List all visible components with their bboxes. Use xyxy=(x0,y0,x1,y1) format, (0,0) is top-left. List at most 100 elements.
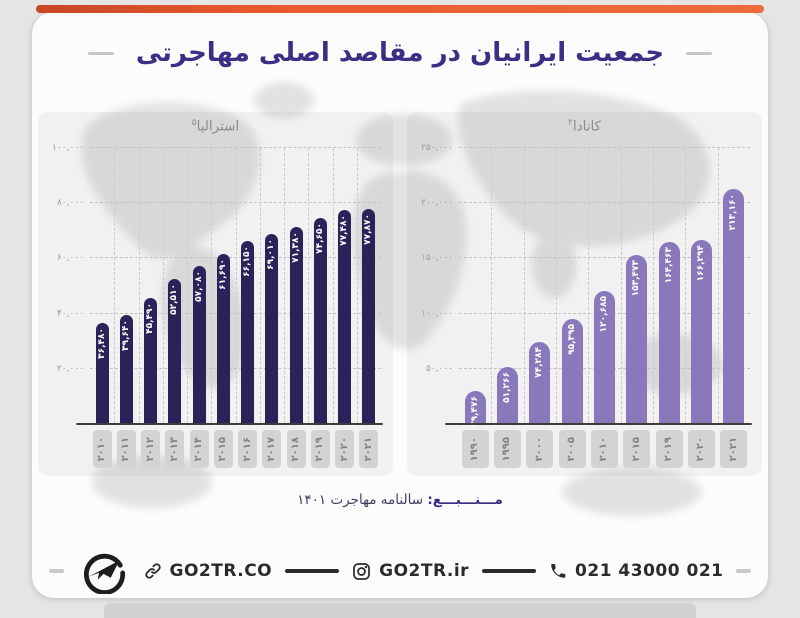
bar: ۵۷,۰۸۰ xyxy=(192,266,206,424)
bar-column: ۷۷,۸۷۰ xyxy=(357,209,381,424)
footer-bar: GO2TR.CO GO2TR.ir 021 43000 021 xyxy=(32,545,768,597)
gridline-vertical xyxy=(491,148,493,424)
year-text: ۲۰۱۹ xyxy=(663,436,675,462)
footer-right-dash xyxy=(736,569,752,573)
year-label: ۲۰۱۷ xyxy=(262,430,282,468)
bar-value-label: ۱۵۳,۴۷۳ xyxy=(631,259,642,296)
source-label: مـــنـــبـــع: xyxy=(427,492,503,508)
bar-value-label: ۱۶۴,۴۶۳ xyxy=(663,247,674,284)
bar-column: ۲۹,۴۷۶ xyxy=(459,391,491,427)
year-column: ۲۰۰۰ xyxy=(524,430,556,468)
year-text: ۲۰۲۰ xyxy=(695,436,707,462)
bar-column: ۴۵,۴۹۰ xyxy=(139,298,163,424)
year-column: ۱۹۹۰ xyxy=(459,430,491,468)
x-axis-line xyxy=(445,423,752,425)
bar-value-label: ۴۵,۴۹۰ xyxy=(145,303,156,335)
year-label: ۱۹۹۰ xyxy=(461,430,489,468)
year-text: ۲۰۱۱ xyxy=(120,436,132,462)
year-label: ۲۰۲۱ xyxy=(720,430,748,468)
year-column: ۲۰۱۹ xyxy=(653,430,685,468)
bar: ۵۲,۵۱۰ xyxy=(168,279,182,424)
bar: ۷۷,۸۷۰ xyxy=(362,209,376,424)
bottom-card-strip xyxy=(104,603,696,618)
year-column: ۲۰۱۵ xyxy=(211,430,235,468)
year-column: ۲۰۱۸ xyxy=(284,430,308,468)
year-text: ۱۹۹۰ xyxy=(469,436,481,462)
footer-separator-dash xyxy=(285,569,340,573)
bar-column: ۱۶۴,۴۶۳ xyxy=(653,242,685,424)
bar: ۲۹,۴۷۶ xyxy=(464,391,486,427)
y-axis-tick: ۲۵۰,۰۰۰ xyxy=(421,143,453,153)
year-column: ۲۰۱۱ xyxy=(114,430,138,468)
bar-value-label: ۵۱,۲۶۶ xyxy=(501,372,512,404)
gridline-vertical xyxy=(308,148,310,424)
website-link[interactable]: GO2TR.CO xyxy=(144,561,273,581)
page-title: جمعیت ایرانیان در مقاصد اصلی مهاجرتی xyxy=(135,38,665,68)
chart-canada-title: کانادا۲ xyxy=(407,118,762,144)
year-label: ۲۰۱۰ xyxy=(92,430,112,468)
year-label: ۲۰۱۱ xyxy=(116,430,136,468)
bar: ۶۱,۶۹۰ xyxy=(216,253,230,424)
bar-column: ۵۲,۵۱۰ xyxy=(163,279,187,424)
phone-text: 021 43000 021 xyxy=(575,561,724,581)
year-label: ۲۰۱۳ xyxy=(165,430,185,468)
bar-column: ۶۶,۱۵۰ xyxy=(236,241,260,424)
year-text: ۱۹۹۵ xyxy=(501,436,513,462)
bar: ۶۶,۱۵۰ xyxy=(241,241,255,424)
bar-column: ۶۱,۶۹۰ xyxy=(211,253,235,424)
gridline-vertical xyxy=(620,148,622,424)
year-text: ۲۰۱۶ xyxy=(241,436,253,462)
year-column: ۲۰۲۰ xyxy=(333,430,357,468)
bar: ۷۷,۴۸۰ xyxy=(338,210,352,424)
bar-value-label: ۷۴,۲۸۴ xyxy=(534,347,545,378)
year-column: ۲۰۱۰ xyxy=(90,430,114,468)
year-text: ۲۰۱۰ xyxy=(598,436,610,462)
bar-value-label: ۵۷,۰۸۰ xyxy=(193,271,204,303)
gridline-vertical xyxy=(138,148,140,424)
title-left-dash xyxy=(87,51,114,55)
year-text: ۲۰۰۰ xyxy=(533,436,545,462)
year-label: ۲۰۱۴ xyxy=(189,430,209,468)
bar-value-label: ۹۵,۳۹۵ xyxy=(566,323,577,355)
bar: ۳۶,۴۸۰ xyxy=(95,323,109,424)
bar-column: ۵۱,۲۶۶ xyxy=(491,367,523,424)
bar-column: ۱۲۰,۶۸۵ xyxy=(588,290,620,424)
bar-value-label: ۷۷,۸۷۰ xyxy=(363,214,374,245)
top-accent-bar xyxy=(36,5,764,13)
year-label: ۲۰۱۹ xyxy=(655,430,683,468)
bar-column: ۶۹,۰۱۰ xyxy=(260,233,284,424)
x-axis-labels-australia: ۲۰۱۰ ۲۰۱۱ ۲۰۱۲ ۲۰۱۳ ۲۰۱۴ ۲۰۱۵ ۲۰۱۶ ۲۰۱۷ ۲۰۱۸ ۲۰۱۹… xyxy=(90,430,381,468)
gridline-vertical xyxy=(685,148,687,424)
website-text: GO2TR.CO xyxy=(169,561,273,581)
bar-value-label: ۶۶,۱۵۰ xyxy=(242,246,253,278)
year-column: ۱۹۹۵ xyxy=(491,430,523,468)
year-text: ۲۰۱۰ xyxy=(96,436,108,462)
plot-area-australia: ۰۲۰,۰۰۰۴۰,۰۰۰۶۰,۰۰۰۸۰,۰۰۰۱۰۰,۰۰۰۳۶,۴۸۰۳۹… xyxy=(52,143,383,429)
gridline-vertical xyxy=(588,148,590,424)
gridline xyxy=(459,257,750,259)
bar-column: ۱۶۶,۲۹۴ xyxy=(685,240,717,424)
gridline-vertical xyxy=(259,148,261,424)
link-icon xyxy=(144,563,161,579)
phone-contact[interactable]: 021 43000 021 xyxy=(549,561,723,581)
y-axis-tick: ۲۰۰,۰۰۰ xyxy=(421,198,453,209)
instagram-icon xyxy=(353,562,371,580)
year-label: ۲۰۱۵ xyxy=(623,430,651,468)
gridline-vertical xyxy=(653,148,654,424)
year-text: ۲۰۱۳ xyxy=(168,436,180,462)
year-text: ۲۰۲۱ xyxy=(727,436,739,462)
y-axis-tick: ۱۰۰,۰۰۰ xyxy=(421,308,453,319)
plot-area-canada: ۰۵۰,۰۰۰۱۰۰,۰۰۰۱۵۰,۰۰۰۲۰۰,۰۰۰۲۵۰,۰۰۰۲۹,۴۷… xyxy=(421,143,752,429)
bar-value-label: ۲۱۳,۱۶۰ xyxy=(728,193,739,231)
bar-value-label: ۱۶۶,۲۹۴ xyxy=(695,245,706,282)
footer-separator-dash xyxy=(482,569,537,573)
instagram-link[interactable]: GO2TR.ir xyxy=(352,561,469,581)
bar-column: ۷۷,۴۸۰ xyxy=(333,210,357,424)
bars-row: ۳۶,۴۸۰ ۳۹,۶۴۰ ۴۵,۴۹۰ ۵۲,۵۱۰ ۵۷,۰۸۰ ۶۱,۶۹۰ ۶۶,۱… xyxy=(90,148,381,424)
year-text: ۲۰۱۴ xyxy=(193,436,205,462)
bar-column: ۷۴,۶۵۰ xyxy=(308,217,332,424)
bar-column: ۳۶,۴۸۰ xyxy=(90,323,114,424)
y-axis-tick: ۱۵۰,۰۰۰ xyxy=(421,253,453,264)
gridline-vertical xyxy=(332,148,334,424)
x-axis-labels-canada: ۱۹۹۰ ۱۹۹۵ ۲۰۰۰ ۲۰۰۵ ۲۰۱۰ ۲۰۱۵ ۲۰۱۹ ۲۰۲۰ ۲۰۲۱ xyxy=(459,430,750,468)
